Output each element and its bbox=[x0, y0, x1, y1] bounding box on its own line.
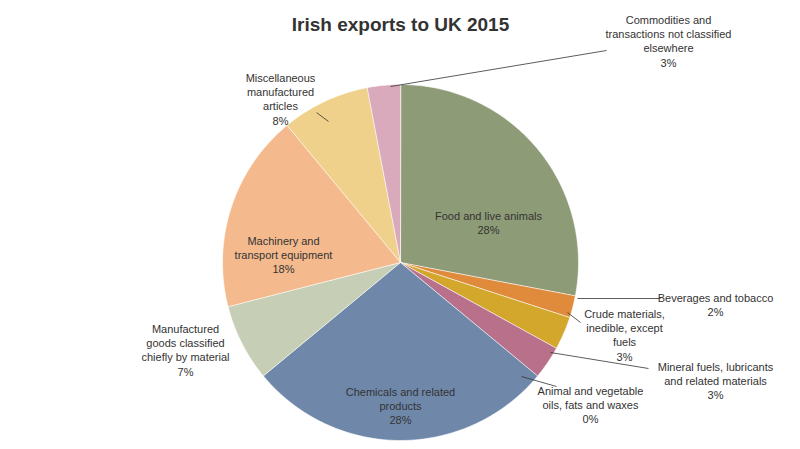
svg-text:Commodities andtransactions no: Commodities andtransactions not classifi… bbox=[606, 14, 732, 69]
svg-text:Beverages and tobacco2%: Beverages and tobacco2% bbox=[658, 292, 774, 318]
svg-text:Manufacturedgoods classifiedch: Manufacturedgoods classifiedchiefly by m… bbox=[141, 323, 229, 378]
svg-text:Chemicals and relatedproducts2: Chemicals and relatedproducts28% bbox=[346, 386, 455, 427]
svg-text:Machinery andtransport equipme: Machinery andtransport equipment18% bbox=[235, 235, 333, 276]
svg-text:Animal and vegetableoils, fats: Animal and vegetableoils, fats and waxes… bbox=[538, 385, 644, 426]
svg-text:Miscellaneousmanufacturedartic: Miscellaneousmanufacturedarticles8% bbox=[246, 72, 316, 127]
svg-text:Irish exports to UK 2015: Irish exports to UK 2015 bbox=[292, 14, 510, 35]
svg-text:Crude materials,inedible, exce: Crude materials,inedible, exceptfuels3% bbox=[584, 308, 665, 363]
svg-text:Mineral fuels, lubricantsand r: Mineral fuels, lubricantsand related mat… bbox=[658, 361, 774, 402]
svg-text:Food and live animals28%: Food and live animals28% bbox=[435, 210, 543, 236]
